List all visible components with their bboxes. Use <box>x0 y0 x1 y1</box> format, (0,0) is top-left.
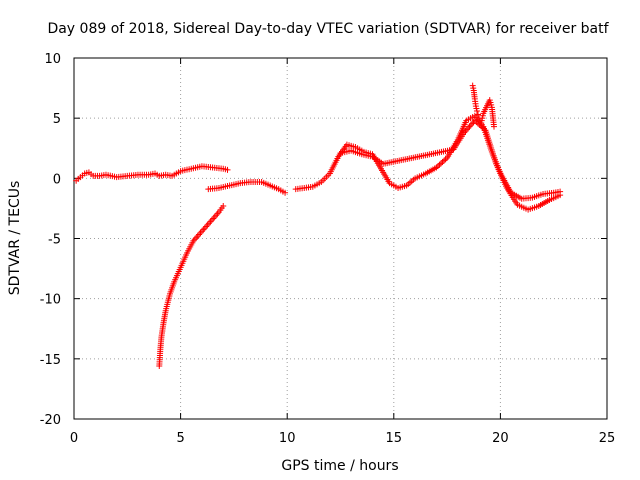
y-tick-label: -15 <box>40 353 61 368</box>
y-axis: -20 -15 -10 -5 0 5 10 <box>40 52 607 428</box>
data-point <box>224 166 231 173</box>
x-tick-label: 25 <box>599 431 616 446</box>
x-tick-label: 15 <box>386 431 403 446</box>
y-tick-label: -10 <box>40 293 61 308</box>
x-axis-label: GPS time / hours <box>281 458 398 474</box>
y-axis-label: SDTVAR / TECUs <box>7 181 23 296</box>
x-tick-label: 20 <box>492 431 509 446</box>
x-tick-label: 5 <box>176 431 184 446</box>
plot-frame <box>73 57 608 420</box>
data-point <box>475 111 482 118</box>
x-axis: 0 5 10 15 20 25 <box>70 58 615 446</box>
data-point <box>473 107 480 114</box>
grid <box>74 58 607 419</box>
data-points <box>73 82 564 370</box>
x-tick-label: 0 <box>70 431 78 446</box>
data-point <box>441 157 448 164</box>
data-point <box>282 189 289 196</box>
y-tick-label: 0 <box>53 172 61 187</box>
chart-title: Day 089 of 2018, Sidereal Day-to-day VTE… <box>47 21 609 37</box>
y-tick-label: -5 <box>48 233 61 248</box>
data-point <box>438 160 445 167</box>
y-tick-label: 10 <box>44 52 61 67</box>
data-point <box>220 203 227 210</box>
data-point <box>557 192 564 199</box>
data-point <box>467 122 474 129</box>
data-point <box>439 159 446 166</box>
y-tick-label: 5 <box>53 112 61 127</box>
x-tick-label: 10 <box>279 431 296 446</box>
data-point <box>491 123 498 130</box>
y-tick-label: -20 <box>40 413 61 428</box>
data-point <box>436 161 443 168</box>
data-point <box>463 126 470 133</box>
